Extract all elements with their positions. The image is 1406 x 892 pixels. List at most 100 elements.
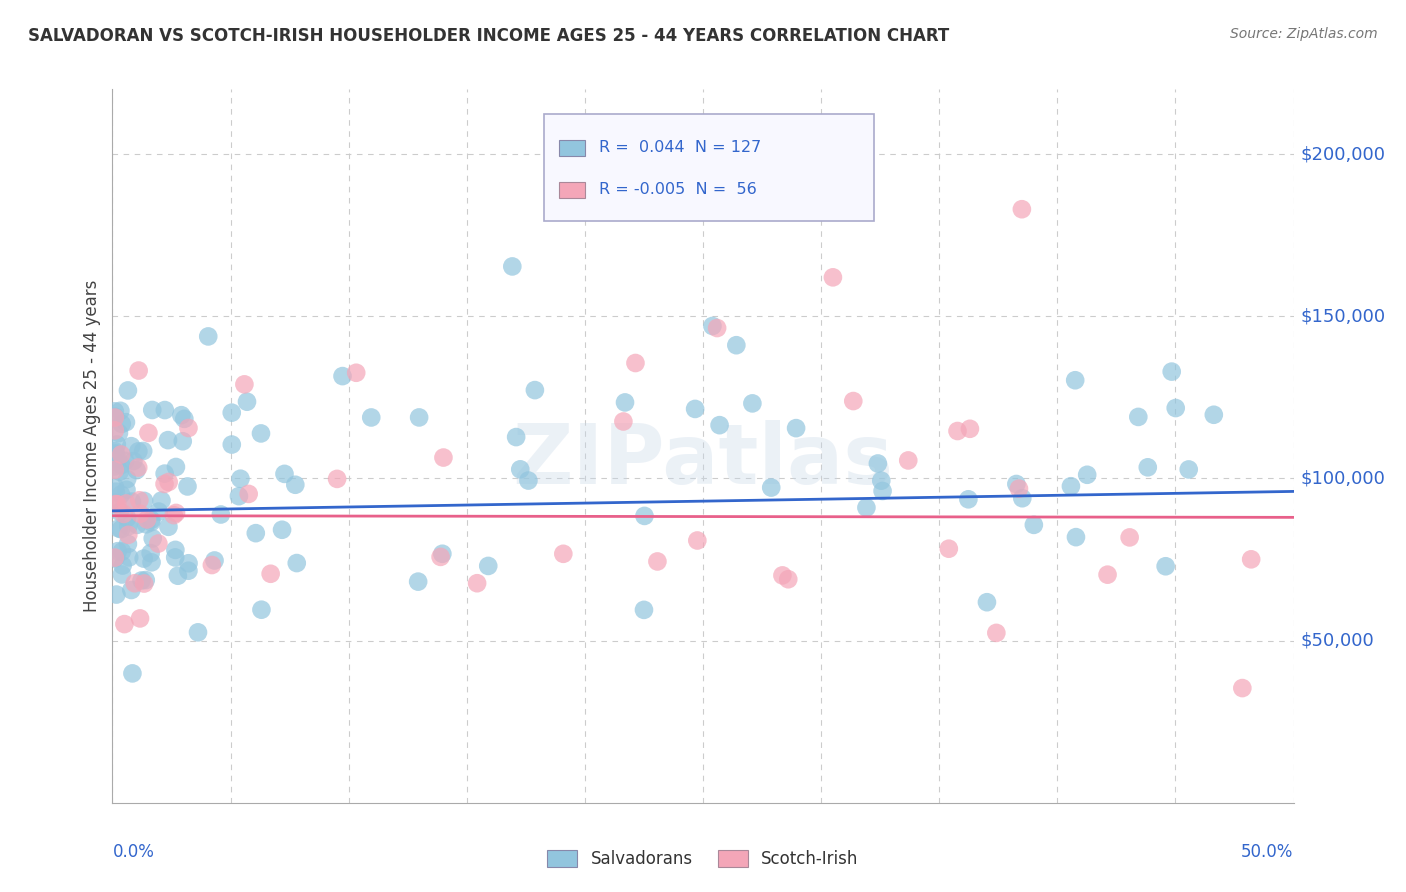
Point xyxy=(142,532,165,546)
Point xyxy=(135,573,157,587)
Point xyxy=(1136,460,1159,475)
Point xyxy=(111,544,134,558)
Point xyxy=(1128,409,1150,424)
Point xyxy=(104,409,127,424)
Point xyxy=(141,555,163,569)
Point xyxy=(785,421,807,435)
Point xyxy=(136,512,159,526)
Point xyxy=(141,513,163,527)
Point xyxy=(523,383,546,397)
Point xyxy=(114,454,136,468)
Point xyxy=(138,425,160,440)
Point xyxy=(104,423,127,437)
Point xyxy=(108,465,131,479)
Point xyxy=(104,459,127,474)
Point xyxy=(1064,530,1087,544)
Point xyxy=(976,595,998,609)
Point xyxy=(517,474,540,488)
Point xyxy=(245,526,267,541)
Point xyxy=(1060,479,1083,493)
Point xyxy=(187,625,209,640)
Point xyxy=(842,394,865,409)
Point xyxy=(107,544,129,558)
Point xyxy=(228,489,250,503)
Point xyxy=(1064,373,1087,387)
Point xyxy=(1202,408,1225,422)
Point xyxy=(173,412,195,426)
Point xyxy=(104,410,127,425)
Point xyxy=(118,550,141,565)
Point xyxy=(326,472,349,486)
Point xyxy=(153,403,176,417)
Point xyxy=(1005,477,1028,491)
Point xyxy=(172,434,194,449)
Point xyxy=(870,474,893,488)
Point xyxy=(112,507,135,521)
Point xyxy=(408,410,430,425)
Point xyxy=(1076,467,1098,482)
Point xyxy=(946,424,969,438)
Point xyxy=(633,508,655,523)
Point xyxy=(250,603,273,617)
Point xyxy=(104,444,127,458)
Point xyxy=(165,550,187,565)
Point xyxy=(129,611,152,625)
Point xyxy=(104,550,127,565)
Point xyxy=(624,356,647,370)
Point xyxy=(986,626,1008,640)
Point xyxy=(120,439,142,453)
Point xyxy=(108,505,131,519)
Text: $150,000: $150,000 xyxy=(1301,307,1386,326)
Point xyxy=(114,617,136,632)
Point xyxy=(429,549,451,564)
Point xyxy=(872,483,894,498)
Point xyxy=(741,396,763,410)
Point xyxy=(132,494,155,508)
Point xyxy=(686,533,709,548)
Point xyxy=(107,452,129,467)
Point xyxy=(177,556,200,570)
Point xyxy=(761,481,783,495)
Text: 0.0%: 0.0% xyxy=(112,843,155,861)
Point xyxy=(128,493,150,508)
Point xyxy=(957,492,980,507)
Point xyxy=(165,542,187,557)
Point xyxy=(167,568,190,582)
Point xyxy=(271,523,294,537)
Point xyxy=(110,404,132,418)
Point xyxy=(821,270,844,285)
Point xyxy=(170,408,193,422)
FancyBboxPatch shape xyxy=(560,182,585,197)
Point xyxy=(135,517,157,532)
Point xyxy=(501,260,523,274)
Point xyxy=(104,463,127,477)
Point xyxy=(127,444,149,458)
Text: $100,000: $100,000 xyxy=(1301,469,1385,487)
Point xyxy=(117,537,139,551)
Point xyxy=(165,460,187,475)
Point xyxy=(111,558,134,573)
Point xyxy=(959,422,981,436)
Point xyxy=(1164,401,1187,415)
Point xyxy=(104,480,127,494)
Point xyxy=(104,551,127,566)
Point xyxy=(104,484,127,499)
Point xyxy=(855,500,877,515)
Point xyxy=(1011,202,1033,217)
Point xyxy=(204,553,226,567)
Point xyxy=(236,394,259,409)
Point xyxy=(432,547,454,561)
Point xyxy=(110,448,132,462)
Text: Source: ZipAtlas.com: Source: ZipAtlas.com xyxy=(1230,27,1378,41)
Point xyxy=(153,477,176,491)
Point xyxy=(139,546,162,560)
Point xyxy=(165,506,187,520)
Point xyxy=(332,369,354,384)
Point xyxy=(148,536,170,550)
Point xyxy=(141,403,163,417)
Point xyxy=(614,395,637,409)
Point xyxy=(115,472,138,486)
Point xyxy=(110,522,132,536)
Point xyxy=(129,507,152,521)
Point xyxy=(1177,462,1199,476)
